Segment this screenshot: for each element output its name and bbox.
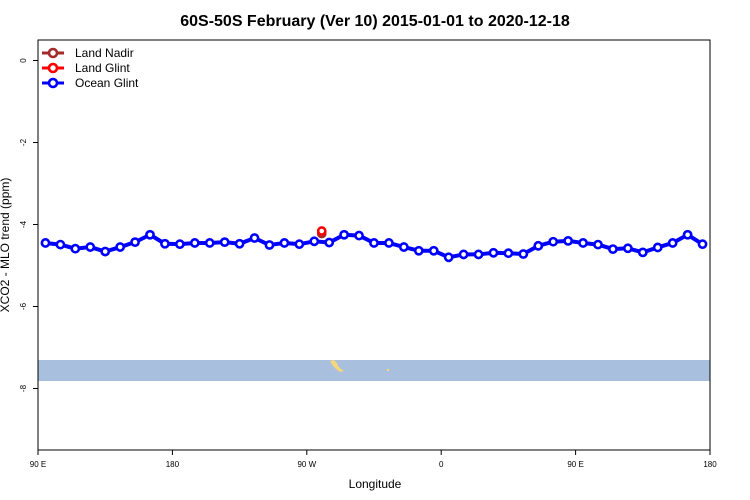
data-point (309, 236, 320, 247)
data-point (637, 247, 648, 258)
data-point (608, 244, 618, 254)
data-point (294, 239, 305, 250)
y-tick-label: -8 (19, 384, 28, 392)
x-tick-label: 180 (703, 460, 717, 469)
data-point (145, 229, 155, 240)
data-point (85, 242, 96, 252)
data-point (70, 243, 81, 254)
data-point (578, 238, 588, 248)
data-point (279, 238, 290, 248)
data-point (518, 249, 529, 259)
y-tick-label: 0 (19, 58, 28, 63)
y-axis-label: XCO2 - MLO trend (ppm) (0, 178, 12, 313)
data-point (40, 238, 51, 248)
data-point (234, 238, 245, 249)
data-point (548, 236, 559, 247)
data-point (473, 249, 484, 260)
data-point (316, 226, 327, 236)
data-point (264, 240, 275, 250)
map-landmass (330, 360, 344, 372)
x-tick-label: 90 E (30, 460, 46, 469)
data-point (369, 238, 379, 248)
x-axis-label: Longitude (349, 477, 402, 491)
plot-border (37, 39, 711, 451)
data-point (339, 229, 350, 240)
plot-frame (37, 39, 711, 451)
y-tick-label: -4 (19, 220, 28, 228)
x-axis: 90 E 180 90 W 0 90 E 180 (30, 450, 717, 469)
data-point (115, 242, 126, 252)
data-point (354, 230, 364, 241)
map-strip (38, 360, 710, 381)
data-point (189, 238, 200, 248)
y-axis: 0 -2 -4 -6 -8 (19, 58, 38, 392)
data-point (503, 248, 514, 259)
chart-title: 60S-50S February (Ver 10) 2015-01-01 to … (180, 13, 570, 30)
data-point (593, 239, 603, 250)
data-point (533, 240, 544, 251)
data-point (428, 245, 439, 256)
data-point (204, 238, 215, 248)
x-tick-label: 180 (166, 460, 180, 469)
data-point (160, 238, 170, 249)
data-point (563, 235, 574, 246)
legend-marker (47, 77, 59, 89)
legend-marker (47, 47, 59, 59)
legend-label: Ocean Glint (75, 76, 139, 90)
data-point (100, 246, 111, 257)
data-point (384, 238, 394, 248)
legend-label: Land Glint (75, 61, 130, 75)
data-point (324, 237, 335, 248)
data-point (398, 242, 409, 252)
data-point (682, 229, 693, 240)
data-point (413, 245, 424, 256)
data-point (697, 239, 708, 250)
y-tick-label: -2 (19, 138, 28, 146)
legend-marker (47, 62, 59, 74)
legend-label: Land Nadir (75, 46, 134, 60)
data-point (458, 249, 469, 260)
x-tick-label: 90 E (567, 460, 583, 469)
series-layer (40, 226, 708, 263)
x-tick-label: 90 W (297, 460, 316, 469)
y-tick-label: -6 (19, 302, 28, 310)
x-tick-label: 0 (439, 460, 444, 469)
map-ocean-band (38, 360, 710, 381)
data-point (55, 239, 66, 250)
data-point (488, 247, 499, 258)
data-point (174, 239, 185, 250)
data-point (249, 233, 260, 243)
data-point (443, 252, 454, 263)
data-point (667, 238, 678, 248)
data-point (622, 243, 633, 254)
data-point (219, 237, 230, 248)
map-island (386, 368, 390, 372)
data-point (130, 237, 140, 248)
data-point (652, 242, 663, 253)
